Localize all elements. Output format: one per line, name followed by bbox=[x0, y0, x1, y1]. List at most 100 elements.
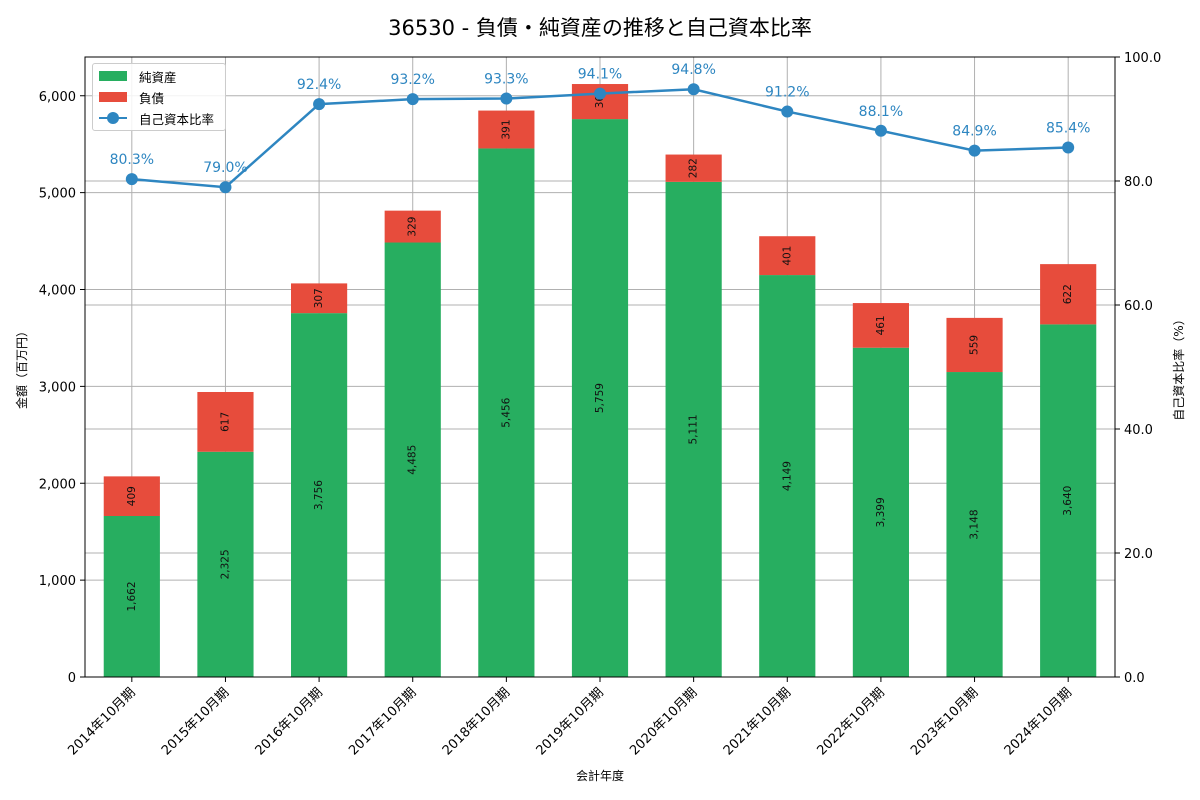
y-tick-label: 6,000 bbox=[39, 90, 76, 105]
bar-liabilities bbox=[759, 236, 816, 276]
bar-liabilities bbox=[852, 303, 909, 348]
bar-net-assets bbox=[197, 451, 254, 677]
bar-liabilities bbox=[478, 110, 535, 149]
bar-net-assets bbox=[759, 275, 816, 677]
bar-label-net-assets: 2,325 bbox=[219, 549, 231, 579]
bar-label-liabilities: 329 bbox=[407, 217, 419, 237]
bar-label-net-assets: 3,640 bbox=[1062, 486, 1074, 516]
ratio-label: 93.3% bbox=[484, 72, 528, 88]
line-marker-icon bbox=[99, 112, 127, 124]
bar-label-net-assets: 5,759 bbox=[594, 383, 606, 413]
bar-label-liabilities: 622 bbox=[1062, 284, 1074, 304]
bar-liabilities bbox=[103, 476, 160, 516]
ratio-label: 88.1% bbox=[859, 104, 903, 120]
bar-liabilities bbox=[291, 283, 348, 314]
bar-liabilities bbox=[665, 154, 722, 182]
bar-label-net-assets: 5,111 bbox=[688, 414, 700, 444]
y-tick-label: 4,000 bbox=[39, 284, 76, 299]
x-axis-label: 会計年度 bbox=[576, 768, 624, 783]
ratio-line-series: 80.3% 79.0% 92.4% 93.2% 93.3% 94.1% 94.8% 91.2%… bbox=[110, 62, 1090, 194]
ratio-label: 85.4% bbox=[1046, 121, 1090, 137]
chart-title: 36530 - 負債・純資産の推移と自己資本比率 bbox=[388, 16, 812, 40]
bar-label-net-assets: 4,149 bbox=[781, 461, 793, 491]
bar-net-assets bbox=[571, 119, 629, 678]
ratio-point bbox=[874, 124, 887, 137]
y-tick-label: 5,000 bbox=[39, 187, 76, 202]
ratio-point bbox=[406, 93, 419, 106]
bar-label-net-assets: 3,399 bbox=[875, 497, 887, 527]
bar-series: 1,662 409 2,325 617 3,756 307 4,485 329 5,456 391… bbox=[103, 84, 1097, 678]
bar-label-net-assets: 1,662 bbox=[126, 581, 138, 611]
bar-label-net-assets: 3,756 bbox=[313, 480, 325, 510]
y2-tick-label: 100.0 bbox=[1124, 51, 1161, 66]
x-tick-label: 2021年10月期 bbox=[721, 685, 794, 758]
ratio-label: 84.9% bbox=[952, 124, 996, 140]
x-tick-label: 2024年10月期 bbox=[1002, 685, 1075, 758]
y2-tick-label: 80.0 bbox=[1124, 175, 1153, 190]
x-tick-label: 2022年10月期 bbox=[814, 685, 887, 758]
legend-item-equity-ratio: 自己資本比率 bbox=[99, 109, 214, 127]
bar-label-liabilities: 461 bbox=[875, 315, 887, 335]
x-tick-label: 2018年10月期 bbox=[440, 685, 513, 758]
ratio-point bbox=[500, 92, 513, 105]
liabilities-swatch-icon bbox=[99, 92, 127, 102]
legend-item-net-assets: 純資産 bbox=[99, 67, 177, 85]
bar-net-assets bbox=[103, 515, 160, 677]
bar-label-liabilities: 617 bbox=[219, 412, 231, 432]
y-tick-label: 0 bbox=[68, 671, 76, 686]
y2-tick-label: 0.0 bbox=[1124, 671, 1145, 686]
bar-label-liabilities: 307 bbox=[313, 288, 325, 308]
x-tick-label: 2017年10月期 bbox=[346, 685, 419, 758]
bar-net-assets bbox=[665, 181, 722, 677]
net-assets-swatch-icon bbox=[99, 71, 127, 81]
x-tick-label: 2020年10月期 bbox=[627, 685, 700, 758]
bar-net-assets bbox=[291, 313, 348, 677]
bar-net-assets bbox=[1040, 324, 1097, 677]
bar-label-liabilities: 559 bbox=[969, 335, 981, 355]
legend-label: 純資産 bbox=[139, 69, 177, 85]
bar-label-net-assets: 3,148 bbox=[969, 509, 981, 539]
bar-label-net-assets: 5,456 bbox=[500, 397, 512, 427]
legend: 純資産 負債 自己資本比率 bbox=[92, 63, 226, 131]
y2-axis-label: 自己資本比率（%） bbox=[1171, 313, 1186, 420]
ratio-point bbox=[1062, 141, 1075, 154]
bar-net-assets bbox=[478, 148, 535, 677]
ratio-label: 92.4% bbox=[297, 77, 341, 93]
bar-liabilities bbox=[384, 210, 441, 243]
bar-net-assets bbox=[852, 347, 909, 677]
ratio-label: 94.8% bbox=[671, 62, 715, 78]
x-tick-label: 2023年10月期 bbox=[908, 685, 981, 758]
ratio-label: 91.2% bbox=[765, 85, 809, 101]
ratio-point bbox=[687, 83, 700, 96]
bar-label-liabilities: 409 bbox=[126, 486, 138, 506]
y-tick-label: 2,000 bbox=[39, 477, 76, 492]
bar-label-liabilities: 401 bbox=[781, 246, 793, 266]
ratio-label: 94.1% bbox=[578, 67, 622, 83]
y-axis-label: 金額（百万円） bbox=[14, 325, 29, 409]
legend-label: 負債 bbox=[139, 90, 165, 106]
x-tick-label: 2019年10月期 bbox=[534, 685, 607, 758]
ratio-label: 93.2% bbox=[390, 72, 434, 88]
ratio-point bbox=[125, 173, 138, 186]
ratio-label: 79.0% bbox=[203, 160, 247, 176]
y2-tick-label: 40.0 bbox=[1124, 423, 1153, 438]
y2-tick-label: 60.0 bbox=[1124, 299, 1153, 314]
ratio-point bbox=[781, 105, 794, 118]
y-tick-label: 3,000 bbox=[39, 380, 76, 395]
x-tick-label: 2016年10月期 bbox=[253, 685, 326, 758]
x-tick-label: 2015年10月期 bbox=[159, 685, 232, 758]
bar-label-liabilities: 282 bbox=[688, 158, 700, 178]
bar-liabilities bbox=[1040, 264, 1097, 325]
legend-label: 自己資本比率 bbox=[139, 111, 215, 127]
ratio-point bbox=[594, 87, 606, 100]
y-tick-label: 1,000 bbox=[39, 574, 76, 589]
bar-liabilities bbox=[946, 317, 1003, 373]
ratio-point bbox=[313, 98, 326, 111]
ratio-label: 80.3% bbox=[110, 152, 154, 168]
legend-item-liabilities: 負債 bbox=[99, 88, 164, 106]
x-tick-label: 2014年10月期 bbox=[65, 685, 138, 758]
bar-liabilities bbox=[197, 391, 254, 452]
ratio-point bbox=[968, 144, 981, 157]
bar-label-net-assets: 4,485 bbox=[407, 445, 419, 475]
